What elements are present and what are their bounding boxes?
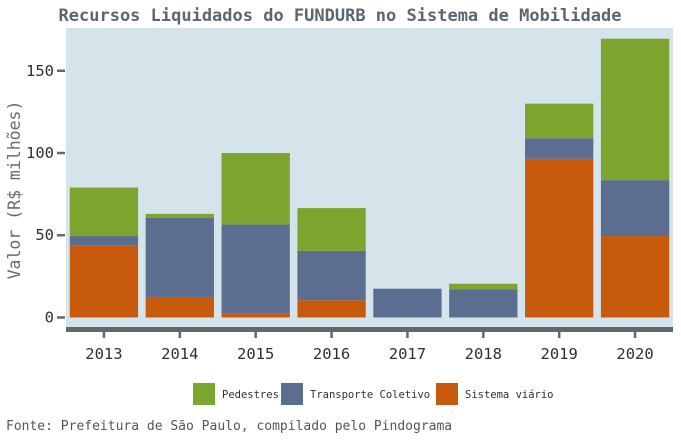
bar-2018-pedestres xyxy=(449,283,518,290)
x-tick-label: 2019 xyxy=(541,345,578,363)
legend-swatch xyxy=(281,383,303,405)
x-tick-label: 2014 xyxy=(161,345,198,363)
legend: Pedestres Transporte Coletivo Sistema viár… xyxy=(193,383,554,405)
y-axis: 0 50 100 150 xyxy=(26,62,65,326)
x-axis: 2013 2014 2015 2016 2017 2018 2019 2020 xyxy=(85,332,654,363)
y-axis-label: Valor (R$ milhões) xyxy=(5,101,24,280)
bar-2019-sistema-viario xyxy=(525,158,594,318)
y-tick-label: 0 xyxy=(45,308,54,326)
bar-2015-pedestres xyxy=(221,153,290,225)
legend-label: Transporte Coletivo xyxy=(310,389,430,401)
y-tick-label: 100 xyxy=(26,144,54,162)
bar-2013-sistema-viario xyxy=(69,245,139,318)
bars-group xyxy=(69,38,670,318)
bar-2013-transporte-coletivo xyxy=(69,236,139,246)
bar-2016-sistema-viario xyxy=(297,300,366,318)
x-tick-label: 2020 xyxy=(616,345,653,363)
bar-2014-pedestres xyxy=(145,213,214,218)
legend-swatch xyxy=(436,383,458,405)
legend-label: Pedestres xyxy=(222,389,279,401)
bar-2015-transporte-coletivo xyxy=(221,224,290,314)
x-axis-line xyxy=(66,327,673,332)
bar-2020-pedestres xyxy=(600,38,670,181)
bar-2013-pedestres xyxy=(69,187,139,237)
bar-2017-transporte-coletivo xyxy=(373,288,442,318)
bar-2019-transporte-coletivo xyxy=(525,138,594,159)
bar-2020-sistema-viario xyxy=(600,236,670,318)
bar-2014-transporte-coletivo xyxy=(145,217,214,297)
chart-title: Recursos Liquidados do FUNDURB no Sistem… xyxy=(59,6,622,26)
bar-2014-sistema-viario xyxy=(145,296,214,318)
legend-label: Sistema viário xyxy=(465,389,554,401)
bar-2019-pedestres xyxy=(525,103,594,139)
bar-2016-pedestres xyxy=(297,208,366,251)
legend-swatch xyxy=(193,383,215,405)
bar-2020-transporte-coletivo xyxy=(600,180,670,237)
x-tick-label: 2017 xyxy=(389,345,426,363)
bar-2015-sistema-viario xyxy=(221,313,290,318)
x-tick-label: 2018 xyxy=(465,345,502,363)
caption: Fonte: Prefeitura de São Paulo, compilad… xyxy=(6,419,452,434)
x-tick-label: 2015 xyxy=(237,345,274,363)
x-tick-label: 2016 xyxy=(313,345,350,363)
y-tick-label: 50 xyxy=(35,226,54,244)
bar-2018-transporte-coletivo xyxy=(449,289,518,318)
bar-2016-transporte-coletivo xyxy=(297,250,366,301)
x-tick-label: 2013 xyxy=(85,345,122,363)
y-tick-label: 150 xyxy=(26,62,54,80)
